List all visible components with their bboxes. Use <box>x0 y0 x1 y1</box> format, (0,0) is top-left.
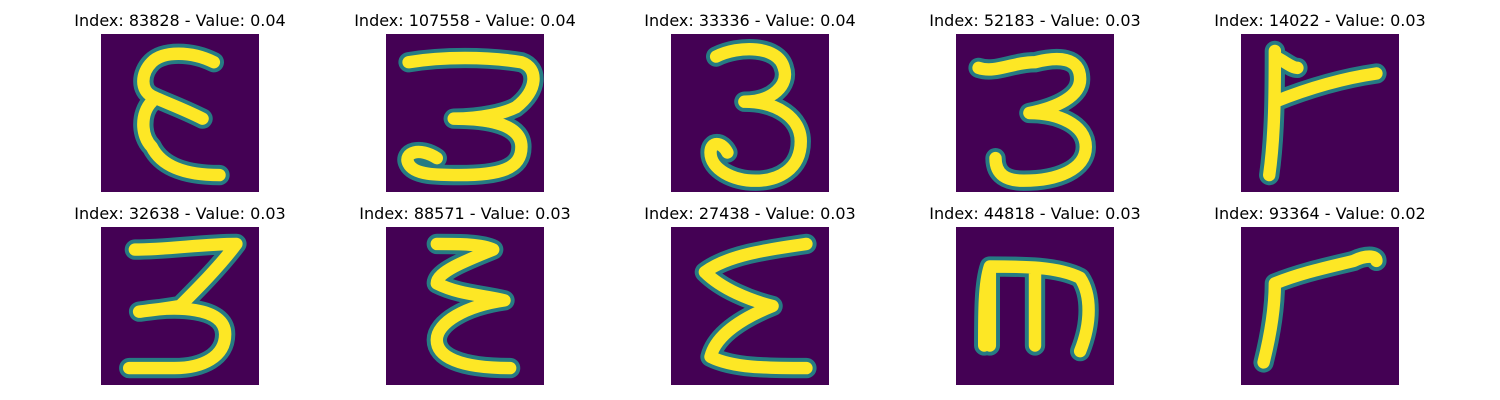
panel-title: Index: 83828 - Value: 0.04 <box>74 11 286 30</box>
panel-title: Index: 52183 - Value: 0.03 <box>929 11 1141 30</box>
image-panel: Index: 52183 - Value: 0.03 <box>885 0 1185 192</box>
panel-title: Index: 32638 - Value: 0.03 <box>74 204 286 223</box>
digit-image <box>101 34 259 192</box>
image-panel: Index: 14022 - Value: 0.03 <box>1170 0 1470 192</box>
digit-image <box>386 34 544 192</box>
digit-image <box>671 227 829 385</box>
panel-title: Index: 107558 - Value: 0.04 <box>354 11 576 30</box>
digit-image <box>101 227 259 385</box>
image-panel: Index: 93364 - Value: 0.02 <box>1170 193 1470 385</box>
digit-image <box>1241 34 1399 192</box>
panel-title: Index: 88571 - Value: 0.03 <box>359 204 571 223</box>
image-panel: Index: 107558 - Value: 0.04 <box>315 0 615 192</box>
panel-title: Index: 44818 - Value: 0.03 <box>929 204 1141 223</box>
digit-image <box>1241 227 1399 385</box>
panel-title: Index: 14022 - Value: 0.03 <box>1214 11 1426 30</box>
digit-image <box>956 34 1114 192</box>
image-panel: Index: 44818 - Value: 0.03 <box>885 193 1185 385</box>
digit-image <box>671 34 829 192</box>
digit-image <box>956 227 1114 385</box>
image-panel: Index: 27438 - Value: 0.03 <box>600 193 900 385</box>
image-panel: Index: 83828 - Value: 0.04 <box>30 0 330 192</box>
image-panel: Index: 33336 - Value: 0.04 <box>600 0 900 192</box>
image-panel: Index: 88571 - Value: 0.03 <box>315 193 615 385</box>
panel-title: Index: 33336 - Value: 0.04 <box>644 11 856 30</box>
panel-title: Index: 93364 - Value: 0.02 <box>1214 204 1426 223</box>
image-panel: Index: 32638 - Value: 0.03 <box>30 193 330 385</box>
panel-title: Index: 27438 - Value: 0.03 <box>644 204 856 223</box>
digit-image <box>386 227 544 385</box>
